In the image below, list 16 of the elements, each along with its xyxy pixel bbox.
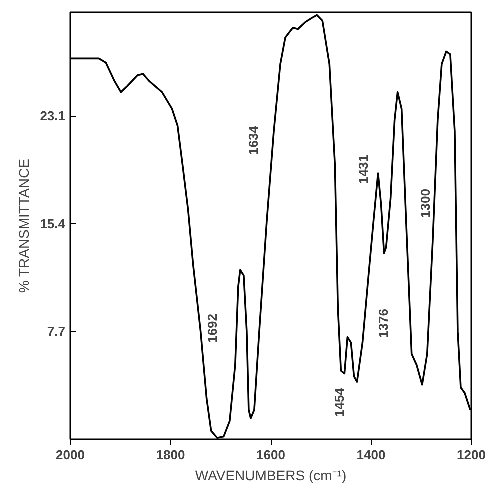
annotation: 1431 bbox=[356, 155, 371, 184]
x-tick-label: 1600 bbox=[256, 448, 286, 462]
annotation: 1376 bbox=[376, 309, 391, 338]
x-tick-label: 1800 bbox=[156, 448, 186, 462]
annotation: 1634 bbox=[246, 125, 261, 155]
annotation: 1454 bbox=[332, 387, 347, 417]
y-axis-title: % TRANSMITTANCE bbox=[16, 159, 32, 294]
y-tick-label: 15.4 bbox=[40, 216, 66, 232]
y-tick-label: 23.1 bbox=[40, 108, 66, 124]
annotation: 1692 bbox=[205, 314, 220, 343]
x-axis-title: WAVENUMBERS (cm⁻¹) bbox=[195, 468, 347, 484]
x-tick-label: 2000 bbox=[56, 448, 85, 462]
y-tick-label: 7.7 bbox=[47, 324, 66, 340]
x-tick-label: 1400 bbox=[356, 448, 386, 462]
annotation: 1300 bbox=[418, 189, 433, 218]
x-tick-label: 1200 bbox=[457, 448, 486, 462]
